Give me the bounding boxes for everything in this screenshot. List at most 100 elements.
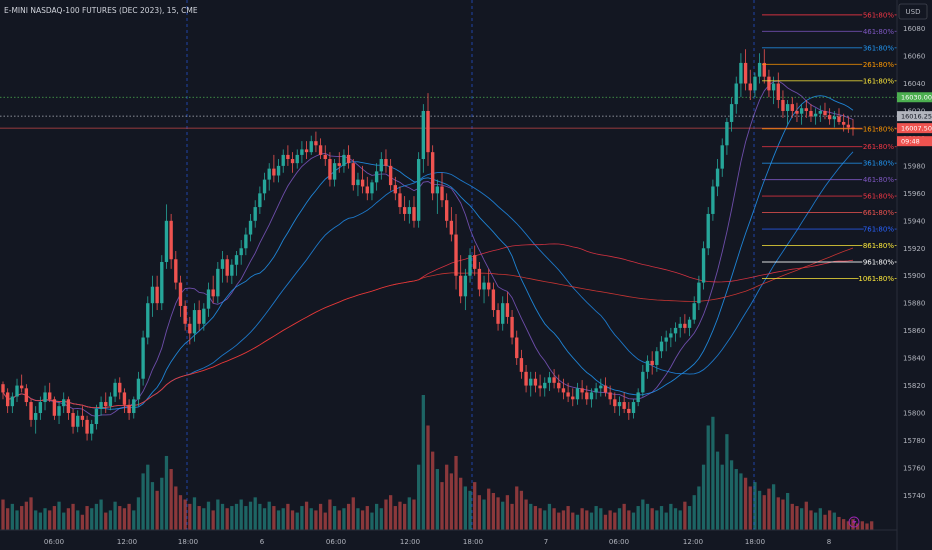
- candle-body[interactable]: [48, 392, 52, 400]
- candle-body[interactable]: [220, 259, 225, 269]
- candle-body[interactable]: [482, 282, 486, 290]
- candle-body[interactable]: [43, 392, 47, 403]
- candle-body[interactable]: [393, 185, 397, 194]
- candle-body[interactable]: [697, 282, 701, 304]
- candle-body[interactable]: [286, 154, 290, 160]
- candle-body[interactable]: [370, 182, 374, 194]
- candle-body[interactable]: [846, 124, 851, 128]
- candle-body[interactable]: [683, 323, 687, 328]
- candle-body[interactable]: [398, 193, 402, 208]
- candle-body[interactable]: [477, 268, 482, 290]
- candle-body[interactable]: [603, 385, 608, 393]
- candle-body[interactable]: [216, 268, 220, 297]
- candle-body[interactable]: [440, 186, 444, 201]
- candle-body[interactable]: [304, 149, 309, 153]
- candle-body[interactable]: [809, 110, 813, 117]
- candle-body[interactable]: [795, 110, 799, 114]
- candle-body[interactable]: [80, 415, 85, 420]
- candle-body[interactable]: [174, 259, 178, 283]
- lightning-icon[interactable]: [848, 516, 860, 528]
- candle-body[interactable]: [501, 303, 505, 324]
- time-axis[interactable]: 06:00 12:00 18:00 6 06:00 12:00 18:00 7 06:00 12:…: [0, 529, 897, 546]
- candle-body[interactable]: [76, 415, 80, 427]
- price-axis[interactable]: 1608016060160401602016000159801596015940…: [896, 0, 932, 550]
- candle-body[interactable]: [837, 116, 841, 122]
- candle-body[interactable]: [356, 179, 360, 186]
- candle-body[interactable]: [346, 154, 351, 164]
- candle-body[interactable]: [20, 385, 24, 389]
- candle-body[interactable]: [323, 154, 327, 160]
- candle-body[interactable]: [169, 220, 173, 260]
- candle-body[interactable]: [673, 327, 678, 334]
- candle-body[interactable]: [197, 310, 201, 324]
- candle-body[interactable]: [407, 207, 411, 214]
- candle-body[interactable]: [24, 388, 29, 403]
- candle-body[interactable]: [753, 76, 757, 91]
- candle-body[interactable]: [94, 408, 99, 425]
- candle-body[interactable]: [211, 289, 215, 297]
- candle-body[interactable]: [641, 371, 645, 393]
- candle-body[interactable]: [300, 149, 304, 155]
- candle-body[interactable]: [799, 108, 804, 114]
- candle-body[interactable]: [160, 262, 164, 304]
- candle-body[interactable]: [108, 396, 113, 407]
- candle-body[interactable]: [543, 382, 547, 389]
- candle-body[interactable]: [267, 168, 271, 180]
- candle-body[interactable]: [767, 76, 771, 91]
- candle-body[interactable]: [85, 419, 89, 434]
- candle-body[interactable]: [823, 110, 827, 116]
- candle-body[interactable]: [272, 168, 276, 176]
- candle-body[interactable]: [164, 220, 169, 262]
- candle-body[interactable]: [575, 388, 580, 400]
- candle-body[interactable]: [183, 305, 187, 324]
- candle-body[interactable]: [15, 385, 19, 397]
- candle-body[interactable]: [253, 207, 257, 221]
- candle-body[interactable]: [785, 104, 790, 111]
- candle-body[interactable]: [122, 392, 127, 405]
- candle-body[interactable]: [599, 385, 603, 389]
- candle-body[interactable]: [188, 323, 192, 334]
- candle-body[interactable]: [734, 83, 738, 105]
- candle-body[interactable]: [776, 83, 780, 100]
- candle-body[interactable]: [678, 323, 682, 328]
- candle-body[interactable]: [290, 159, 295, 164]
- candle-body[interactable]: [827, 115, 832, 120]
- candle-body[interactable]: [739, 62, 743, 84]
- candle-body[interactable]: [5, 392, 10, 407]
- candle-body[interactable]: [155, 286, 159, 304]
- candle-body[interactable]: [580, 388, 584, 393]
- candle-body[interactable]: [57, 406, 61, 416]
- candle-body[interactable]: [473, 255, 477, 269]
- candle-body[interactable]: [515, 337, 519, 359]
- candle-body[interactable]: [206, 289, 211, 309]
- candle-body[interactable]: [178, 282, 183, 306]
- candle-body[interactable]: [52, 399, 57, 416]
- candle-body[interactable]: [781, 99, 785, 111]
- candle-body[interactable]: [645, 360, 650, 372]
- candle-body[interactable]: [318, 145, 323, 155]
- candle-body[interactable]: [715, 168, 720, 187]
- candle-body[interactable]: [402, 207, 407, 214]
- candle-body[interactable]: [510, 316, 514, 338]
- candle-body[interactable]: [608, 392, 612, 400]
- candle-body[interactable]: [617, 402, 622, 407]
- candle-body[interactable]: [99, 402, 103, 409]
- candle-body[interactable]: [650, 360, 654, 365]
- candle-body[interactable]: [664, 337, 668, 342]
- candle-body[interactable]: [295, 154, 299, 164]
- candle-body[interactable]: [631, 402, 636, 414]
- candle-body[interactable]: [627, 408, 631, 414]
- candle-body[interactable]: [314, 141, 318, 146]
- candle-body[interactable]: [468, 255, 472, 276]
- candle-body[interactable]: [430, 152, 435, 194]
- candle-body[interactable]: [757, 62, 762, 77]
- candle-body[interactable]: [136, 378, 141, 400]
- candle-body[interactable]: [127, 404, 131, 414]
- candle-body[interactable]: [225, 259, 229, 276]
- candle-body[interactable]: [547, 377, 552, 383]
- candle-body[interactable]: [655, 351, 659, 365]
- candle-body[interactable]: [589, 392, 594, 400]
- candle-body[interactable]: [332, 163, 337, 180]
- candle-body[interactable]: [566, 392, 570, 397]
